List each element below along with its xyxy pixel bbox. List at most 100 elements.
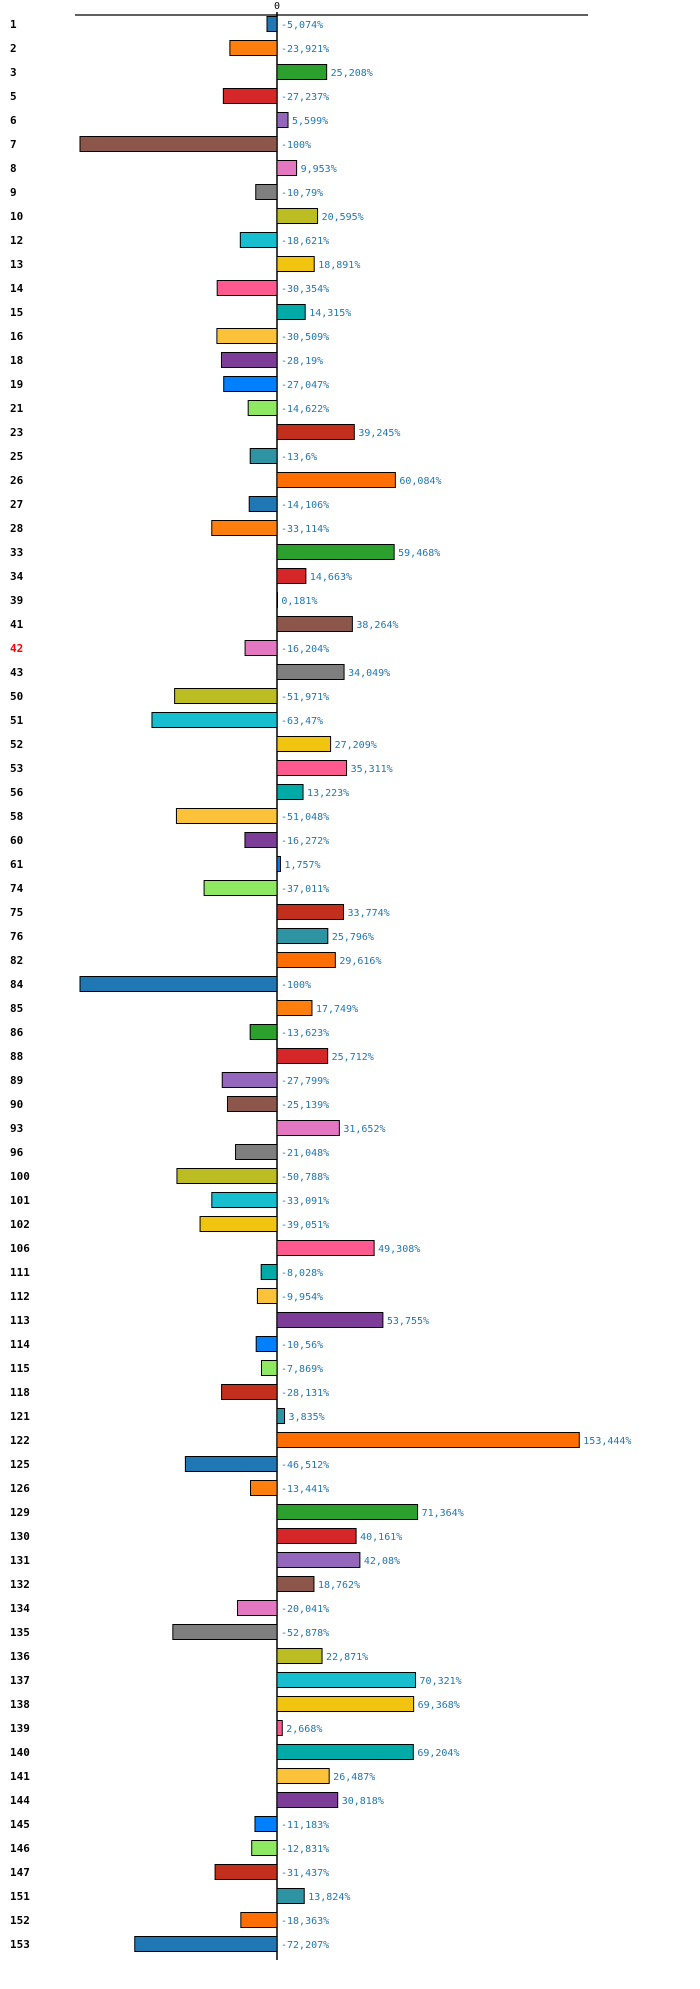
value-label: 42,08% <box>364 1556 400 1567</box>
category-label: 147 <box>10 1866 30 1879</box>
value-label: -8,028% <box>281 1268 323 1279</box>
value-label: -23,921% <box>281 44 329 55</box>
category-label: 42 <box>10 642 23 655</box>
bar <box>221 1384 278 1400</box>
category-label: 90 <box>10 1098 23 1111</box>
value-label: -51,971% <box>281 692 329 703</box>
chart-row: 111 -8,028% <box>10 1264 323 1280</box>
bar <box>276 256 315 272</box>
chart-row: 145 -11,183% <box>10 1816 329 1832</box>
chart-row: 53 35,311% <box>10 760 393 776</box>
bar <box>276 1048 329 1064</box>
value-label: -28,131% <box>281 1388 329 1399</box>
category-label: 96 <box>10 1146 24 1159</box>
chart-row: 122 153,444% <box>10 1432 631 1448</box>
chart-row: 114 -10,56% <box>10 1336 323 1352</box>
chart-row: 85 17,749% <box>10 1000 358 1016</box>
value-label: -27,047% <box>281 380 329 391</box>
chart-row: 88 25,712% <box>10 1048 374 1064</box>
bar <box>276 1768 330 1784</box>
chart-row: 151 13,824% <box>10 1888 350 1904</box>
bar <box>249 448 278 464</box>
chart-row: 146 -12,831% <box>10 1840 329 1856</box>
value-label: -100% <box>281 980 311 991</box>
value-label: 69,204% <box>417 1748 459 1759</box>
value-label: -13,623% <box>281 1028 329 1039</box>
chart-row: 25 -13,6% <box>10 448 317 464</box>
bar <box>276 784 304 800</box>
bar <box>276 616 353 632</box>
bar <box>276 928 329 944</box>
value-label: 18,762% <box>318 1580 360 1591</box>
bar <box>276 1696 415 1712</box>
bar <box>260 1360 278 1376</box>
value-label: -10,56% <box>281 1340 323 1351</box>
bar <box>79 976 278 992</box>
bar <box>254 1816 278 1832</box>
value-label: -13,6% <box>281 452 317 463</box>
bar <box>250 1480 278 1496</box>
category-label: 82 <box>10 954 23 967</box>
bar <box>244 832 278 848</box>
value-label: -37,011% <box>281 884 329 895</box>
category-label: 146 <box>10 1842 30 1855</box>
chart-row: 140 69,204% <box>10 1744 459 1760</box>
chart-row: 51 -63,47% <box>10 712 323 728</box>
value-label: -46,512% <box>281 1460 329 1471</box>
value-label: 49,308% <box>378 1244 420 1255</box>
category-label: 112 <box>10 1290 30 1303</box>
value-label: 14,315% <box>309 308 351 319</box>
category-label: 15 <box>10 306 23 319</box>
value-label: 3,835% <box>289 1412 325 1423</box>
bar <box>276 1888 305 1904</box>
category-label: 145 <box>10 1818 30 1831</box>
category-label: 115 <box>10 1362 30 1375</box>
value-label: -30,354% <box>281 284 329 295</box>
bar <box>276 1792 339 1808</box>
chart-row: 27 -14,106% <box>10 496 329 512</box>
bar <box>276 1240 375 1256</box>
category-label: 135 <box>10 1626 30 1639</box>
bar <box>175 808 278 824</box>
chart-row: 34 14,663% <box>10 568 352 584</box>
value-label: -100% <box>281 140 311 151</box>
chart-row: 118 -28,131% <box>10 1384 329 1400</box>
value-label: -27,237% <box>281 92 329 103</box>
chart-row: 93 31,652% <box>10 1120 386 1136</box>
category-label: 111 <box>10 1266 30 1279</box>
bar <box>276 1432 580 1448</box>
chart-row: 75 33,774% <box>10 904 390 920</box>
category-label: 138 <box>10 1698 30 1711</box>
chart-row: 16 -30,509% <box>10 328 329 344</box>
bar <box>276 1120 340 1136</box>
bar <box>276 952 336 968</box>
category-label: 50 <box>10 690 23 703</box>
category-label: 132 <box>10 1578 30 1591</box>
category-label: 16 <box>10 330 24 343</box>
chart-row: 61 1,757% <box>10 856 321 872</box>
category-label: 43 <box>10 666 23 679</box>
category-label: 9 <box>10 186 17 199</box>
category-label: 53 <box>10 762 23 775</box>
category-label: 139 <box>10 1722 30 1735</box>
category-label: 144 <box>10 1794 30 1807</box>
value-label: 59,468% <box>398 548 440 559</box>
value-label: 71,364% <box>422 1508 464 1519</box>
bar <box>276 1672 417 1688</box>
chart-row: 115 -7,869% <box>10 1360 323 1376</box>
bar <box>276 1720 283 1736</box>
value-label: 25,796% <box>332 932 374 943</box>
bar <box>276 112 289 128</box>
bar <box>256 1288 278 1304</box>
category-label: 113 <box>10 1314 30 1327</box>
category-label: 75 <box>10 906 23 919</box>
category-label: 136 <box>10 1650 30 1663</box>
bar <box>266 16 278 32</box>
value-label: 39,245% <box>358 428 400 439</box>
value-label: -14,622% <box>281 404 329 415</box>
bar <box>229 40 278 56</box>
bar <box>276 160 298 176</box>
chart-row: 74 -37,011% <box>10 880 329 896</box>
chart-row: 153 -72,207% <box>10 1936 329 1952</box>
